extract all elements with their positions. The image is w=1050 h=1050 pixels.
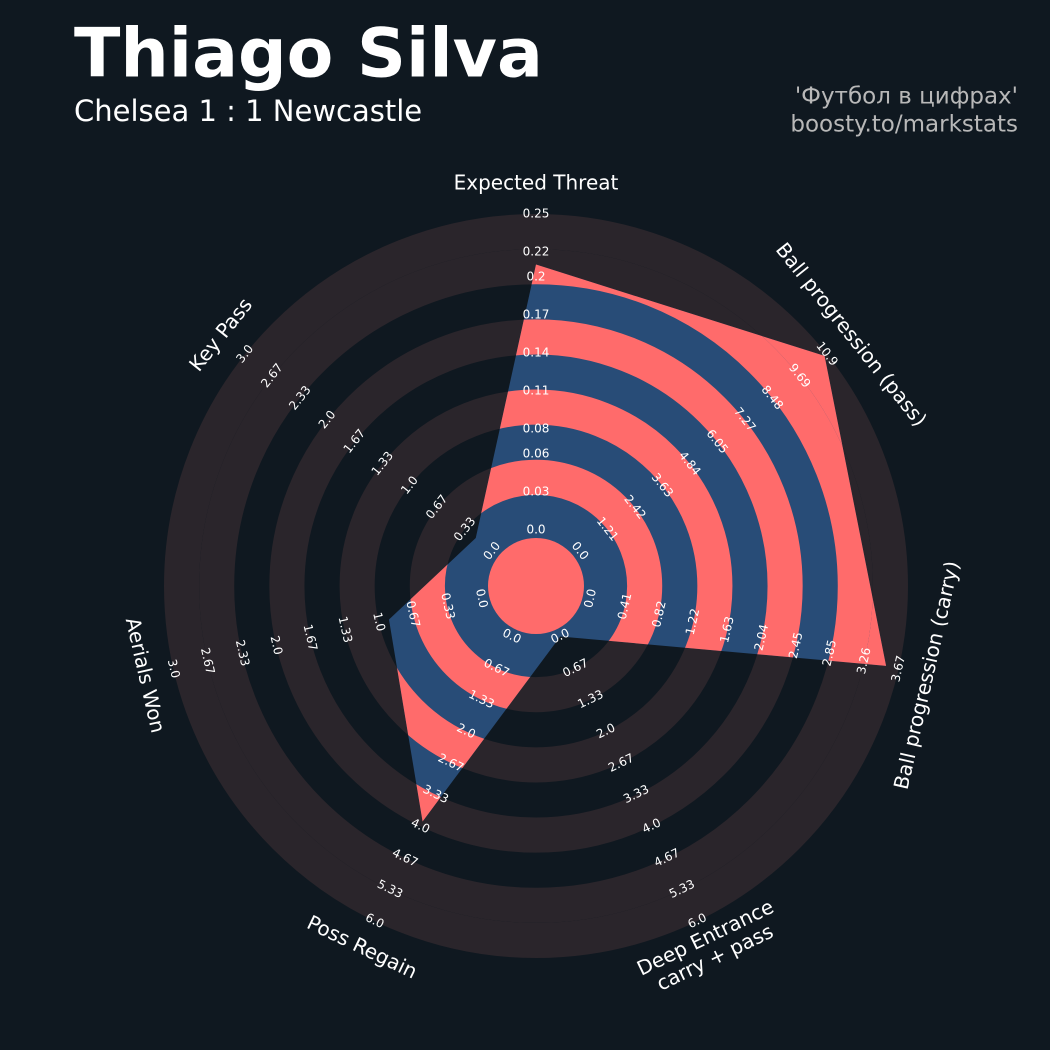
tick-label: 0.67 xyxy=(403,599,423,628)
tick-label: 2.33 xyxy=(233,638,253,667)
tick-label: 2.67 xyxy=(198,646,218,675)
tick-label: 0.22 xyxy=(523,244,550,258)
tick-label: 3.26 xyxy=(854,646,874,675)
tick-label: 0.11 xyxy=(523,383,550,397)
subtitle: Chelsea 1 : 1 Newcastle xyxy=(74,94,422,128)
ring xyxy=(163,213,909,959)
tick-label: 3.67 xyxy=(888,654,908,683)
credit: boosty.to/markstats xyxy=(790,112,1018,138)
tick-label: 0.08 xyxy=(523,421,550,435)
tick-label: 2.45 xyxy=(786,631,806,660)
tick-label: 2.0 xyxy=(268,634,286,656)
title: Thiago Silva xyxy=(74,15,543,94)
stripe xyxy=(388,319,803,822)
tick-label: 0.25 xyxy=(523,207,550,221)
tick-label: 1.67 xyxy=(301,623,321,652)
tick-label: 3.0 xyxy=(165,658,183,680)
tick-label: 1.63 xyxy=(717,615,737,644)
stripe xyxy=(388,264,873,822)
tick-label: 2.04 xyxy=(752,623,772,652)
tick-label: 0.0 xyxy=(526,523,545,537)
tick-label: 0.17 xyxy=(523,308,550,322)
tick-label: 0.06 xyxy=(523,447,550,461)
tick-label: 0.41 xyxy=(615,592,635,621)
tick-label: 0.0 xyxy=(581,587,599,609)
tick-label: 0.82 xyxy=(649,599,669,628)
tick-label: 1.22 xyxy=(683,607,703,636)
tick-label: 0.0 xyxy=(473,587,491,609)
tick-label: 2.85 xyxy=(820,638,840,667)
tick-label: 0.14 xyxy=(523,346,550,360)
tick-label: 0.33 xyxy=(438,592,458,621)
param-label: Expected Threat xyxy=(454,171,619,195)
credit: 'Футбол в цифрах' xyxy=(795,84,1018,110)
tick-label: 1.33 xyxy=(336,615,356,644)
center-circle xyxy=(488,538,584,634)
tick-label: 0.2 xyxy=(526,270,545,284)
tick-label: 1.0 xyxy=(370,611,388,633)
tick-label: 0.03 xyxy=(523,485,550,499)
